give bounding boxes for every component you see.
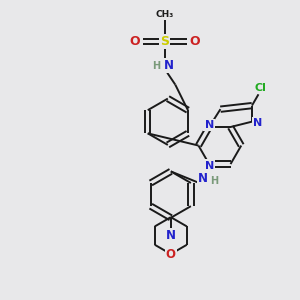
Text: O: O (190, 35, 200, 48)
Text: CH₃: CH₃ (156, 10, 174, 19)
Text: Cl: Cl (255, 83, 267, 93)
Text: O: O (129, 35, 140, 48)
Text: N: N (198, 172, 208, 185)
Text: H: H (152, 61, 160, 71)
Text: O: O (166, 248, 176, 261)
Text: N: N (205, 120, 214, 130)
Text: S: S (160, 35, 169, 48)
Text: N: N (164, 59, 173, 72)
Text: N: N (205, 160, 214, 171)
Text: N: N (166, 229, 176, 242)
Text: H: H (210, 176, 219, 186)
Text: N: N (253, 118, 262, 128)
